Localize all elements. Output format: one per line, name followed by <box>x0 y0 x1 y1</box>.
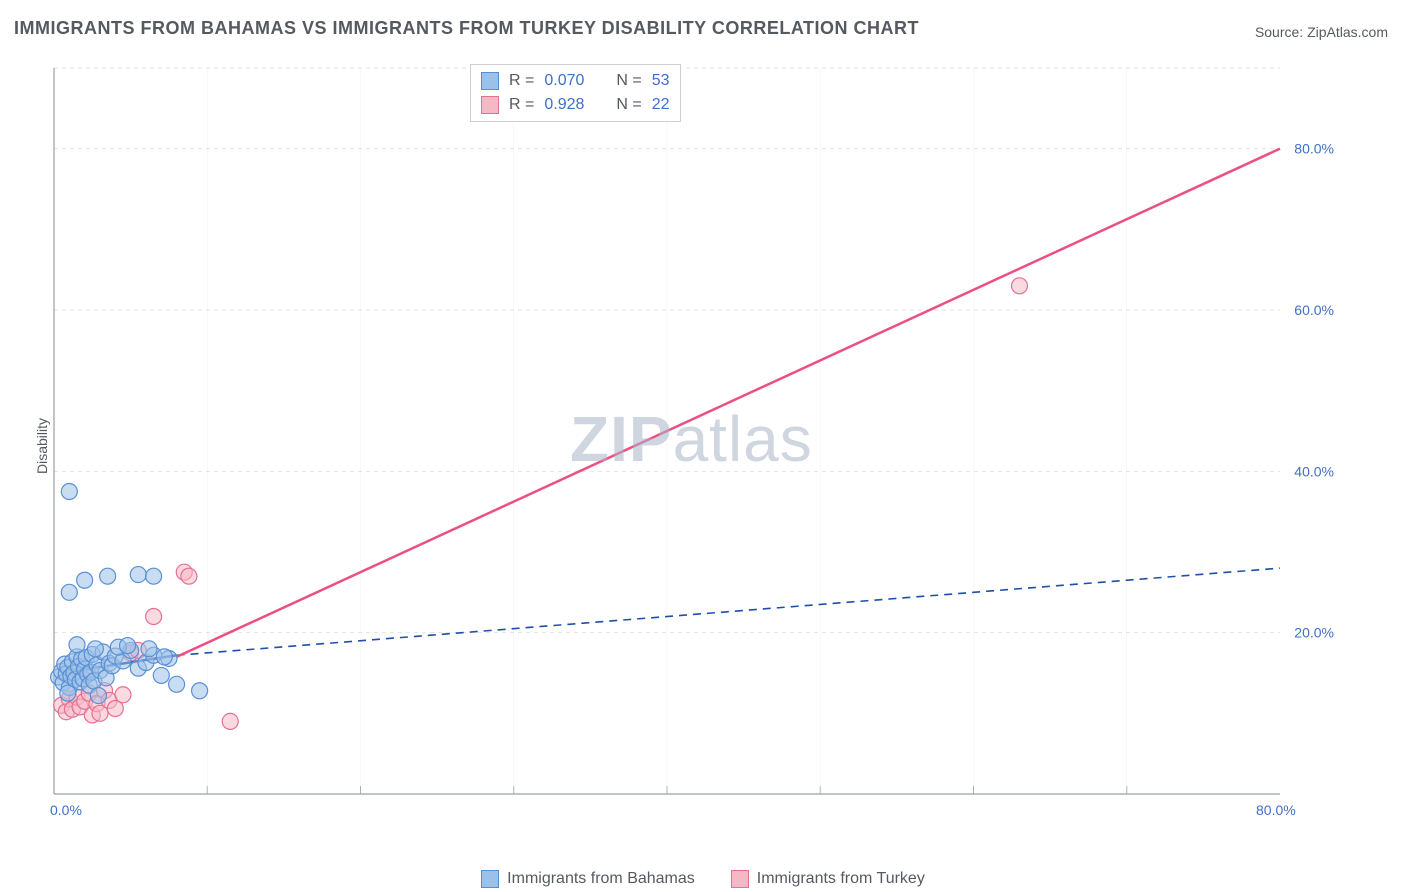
n-label: N = <box>616 93 641 117</box>
source-attribution: Source: ZipAtlas.com <box>1255 24 1388 40</box>
r-legend-row: R = 0.928 N = 22 <box>481 93 670 117</box>
r-legend-row: R = 0.070 N = 53 <box>481 69 670 93</box>
x-max-label: 80.0% <box>1256 802 1296 818</box>
swatch-pink <box>731 870 749 888</box>
r-value: 0.070 <box>544 69 584 93</box>
svg-text:80.0%: 80.0% <box>1294 141 1334 157</box>
source-link[interactable]: ZipAtlas.com <box>1307 24 1388 40</box>
legend-item: Immigrants from Turkey <box>731 870 925 888</box>
legend-label: Immigrants from Bahamas <box>507 870 695 888</box>
r-label: R = <box>509 93 534 117</box>
source-prefix: Source: <box>1255 24 1307 40</box>
n-label: N = <box>616 69 641 93</box>
chart-title: IMMIGRANTS FROM BAHAMAS VS IMMIGRANTS FR… <box>14 18 919 39</box>
svg-text:60.0%: 60.0% <box>1294 302 1334 318</box>
x-origin-label: 0.0% <box>50 802 82 818</box>
swatch-blue <box>481 72 499 90</box>
svg-text:40.0%: 40.0% <box>1294 463 1334 479</box>
chart-container: { "title": "IMMIGRANTS FROM BAHAMAS VS I… <box>0 0 1406 892</box>
r-value: 0.928 <box>544 93 584 117</box>
swatch-pink <box>481 96 499 114</box>
swatch-blue <box>481 870 499 888</box>
n-value: 53 <box>652 69 670 93</box>
legend-item: Immigrants from Bahamas <box>481 870 695 888</box>
svg-text:20.0%: 20.0% <box>1294 625 1334 641</box>
r-label: R = <box>509 69 534 93</box>
plot-area: 20.0%40.0%60.0%80.0% ZIPatlas R = 0.070 … <box>50 62 1340 824</box>
bottom-legend: Immigrants from Bahamas Immigrants from … <box>0 870 1406 888</box>
y-axis-label: Disability <box>34 418 50 474</box>
n-value: 22 <box>652 93 670 117</box>
r-legend-box: R = 0.070 N = 53 R = 0.928 N = 22 <box>470 64 681 122</box>
legend-label: Immigrants from Turkey <box>757 870 925 888</box>
plot-svg: 20.0% 40.0% 60.0% 80.0% <box>50 62 1340 824</box>
